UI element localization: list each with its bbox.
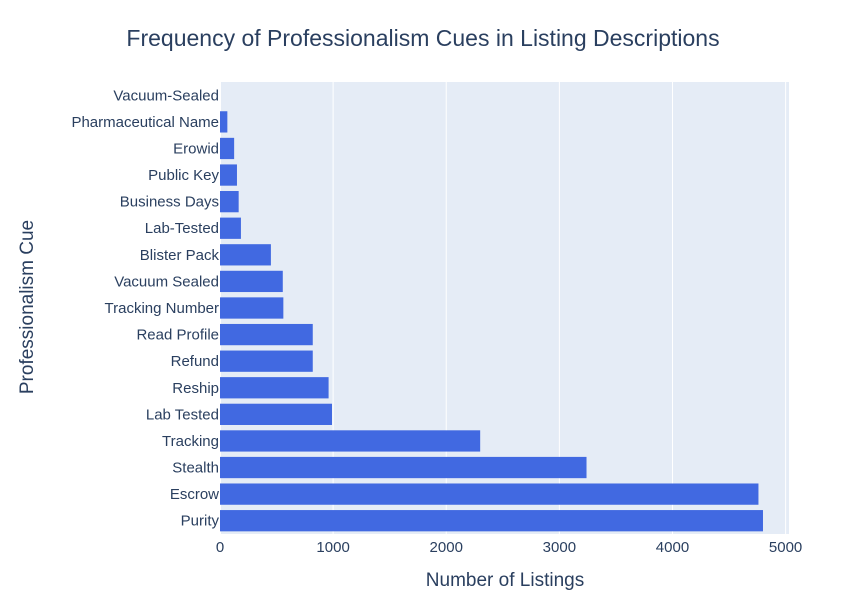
- bar: [220, 483, 759, 505]
- y-tick-label: Stealth: [172, 460, 219, 477]
- x-tick-label: 0: [216, 539, 224, 556]
- bar: [220, 510, 763, 532]
- y-tick-label: Read Profile: [136, 327, 219, 344]
- bars: [220, 111, 763, 532]
- y-tick-label: Tracking Number: [105, 300, 219, 317]
- y-tick-label: Pharmaceutical Name: [71, 114, 219, 131]
- x-tick-label: 5000: [769, 539, 802, 556]
- bar: [220, 403, 332, 425]
- x-tick-label: 1000: [316, 539, 349, 556]
- y-tick-label: Public Key: [148, 167, 219, 184]
- bar: [220, 244, 271, 266]
- y-tick-label: Vacuum Sealed: [114, 273, 219, 290]
- y-tick-label: Erowid: [173, 140, 219, 157]
- bar: [220, 323, 313, 346]
- bar: [220, 137, 235, 160]
- y-tick-label: Lab-Tested: [145, 220, 219, 237]
- y-tick-label: Refund: [171, 353, 219, 370]
- bar: [220, 297, 284, 319]
- y-axis-label: Professionalism Cue: [17, 220, 38, 394]
- chart-title: Frequency of Professionalism Cues in Lis…: [126, 25, 719, 51]
- x-tick-label: 4000: [656, 539, 689, 556]
- bar: [220, 164, 237, 186]
- bar: [220, 217, 241, 239]
- y-tick-label: Reship: [172, 380, 219, 397]
- bar: [220, 456, 587, 479]
- y-tick-label: Escrow: [170, 486, 219, 503]
- y-tick-label: Business Days: [120, 194, 219, 211]
- y-tick-label: Tracking: [162, 433, 219, 450]
- bar: [220, 377, 329, 399]
- bar: [220, 191, 239, 213]
- y-tick-label: Vacuum-Sealed: [113, 87, 219, 104]
- x-tick-label: 2000: [430, 539, 463, 556]
- y-tick-label: Lab Tested: [146, 406, 219, 423]
- bar: [220, 270, 283, 293]
- y-tick-label: Purity: [181, 513, 220, 530]
- x-tick-label: 3000: [543, 539, 576, 556]
- y-tick-label: Blister Pack: [140, 247, 220, 264]
- bar: [220, 350, 313, 372]
- bar: [220, 430, 481, 452]
- y-tick-labels: Purity Escrow Stealth Tracking Lab Tested Res…: [71, 87, 219, 529]
- x-axis-label: Number of Listings: [426, 570, 584, 591]
- x-tick-labels: 0 1000 2000 3000 4000 5000: [216, 539, 802, 556]
- bar: [220, 111, 228, 133]
